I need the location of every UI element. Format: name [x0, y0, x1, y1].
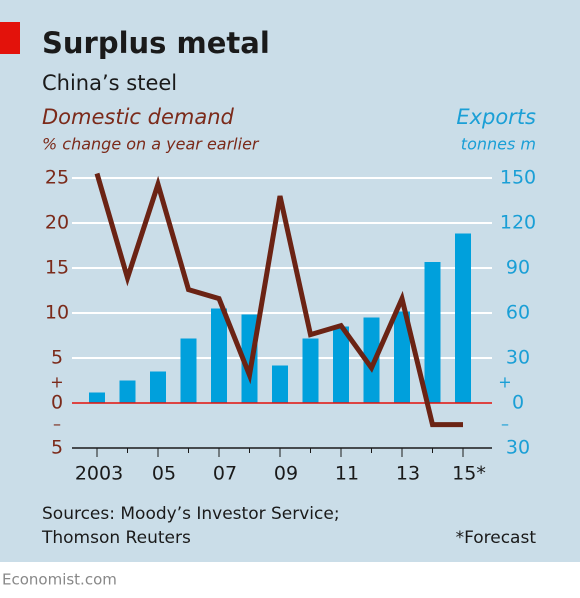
- brand: Economist.com: [2, 571, 117, 589]
- bar: [150, 371, 166, 403]
- bar: [119, 380, 136, 403]
- sign-label: –: [53, 415, 61, 434]
- y-tick-label: 5: [51, 437, 63, 459]
- left-axis-title: Domestic demand: [42, 105, 235, 129]
- y-tick-label: 15: [45, 257, 69, 279]
- x-tick-label: 11: [335, 463, 359, 485]
- bar: [302, 338, 319, 403]
- y-tick-label: 0: [51, 392, 63, 414]
- bar: [394, 311, 410, 403]
- bar: [180, 338, 197, 403]
- right-axis-subtitle: tonnes m: [461, 135, 536, 154]
- y2-tick-label: 90: [506, 257, 530, 279]
- y-tick-label: 25: [45, 167, 69, 189]
- chart-title: Surplus metal: [42, 26, 270, 60]
- background: [0, 0, 580, 562]
- y-tick-label: 20: [45, 212, 69, 234]
- red-tag: [0, 22, 20, 54]
- source-line: Sources: Moody’s Investor Service;: [42, 504, 340, 524]
- source-line: Thomson Reuters: [41, 528, 191, 548]
- y2-tick-label: 120: [500, 212, 536, 234]
- footnote: *Forecast: [456, 528, 537, 548]
- x-tick-label: 07: [213, 463, 237, 485]
- bar: [89, 392, 105, 403]
- y2-tick-label: 30: [506, 347, 530, 369]
- sign-label: –: [501, 415, 509, 434]
- y2-tick-label: 60: [506, 302, 530, 324]
- left-axis-subtitle: % change on a year earlier: [42, 135, 260, 154]
- x-tick-label: 05: [152, 463, 176, 485]
- right-axis-title: Exports: [456, 105, 536, 129]
- bar: [455, 233, 471, 403]
- y2-tick-label: 150: [500, 167, 536, 189]
- x-tick-label: 09: [274, 463, 298, 485]
- line: [94, 172, 463, 428]
- y2-tick-label: 0: [512, 392, 524, 414]
- y-tick-label: 5: [51, 347, 63, 369]
- bar: [424, 262, 441, 403]
- footer-strip: [0, 562, 580, 598]
- bar: [211, 308, 227, 403]
- y-tick-label: 10: [45, 302, 69, 324]
- sign-label: +: [50, 373, 63, 392]
- sign-label: +: [498, 373, 511, 392]
- bar: [272, 365, 288, 403]
- chart-subtitle: China’s steel: [42, 71, 177, 95]
- x-tick-label: 2003: [75, 463, 123, 485]
- bar: [363, 317, 380, 403]
- bar: [241, 314, 258, 403]
- x-tick-label: 13: [396, 463, 420, 485]
- bar: [333, 326, 349, 403]
- y2-tick-label: 30: [506, 437, 530, 459]
- x-tick-label: 15*: [452, 463, 486, 485]
